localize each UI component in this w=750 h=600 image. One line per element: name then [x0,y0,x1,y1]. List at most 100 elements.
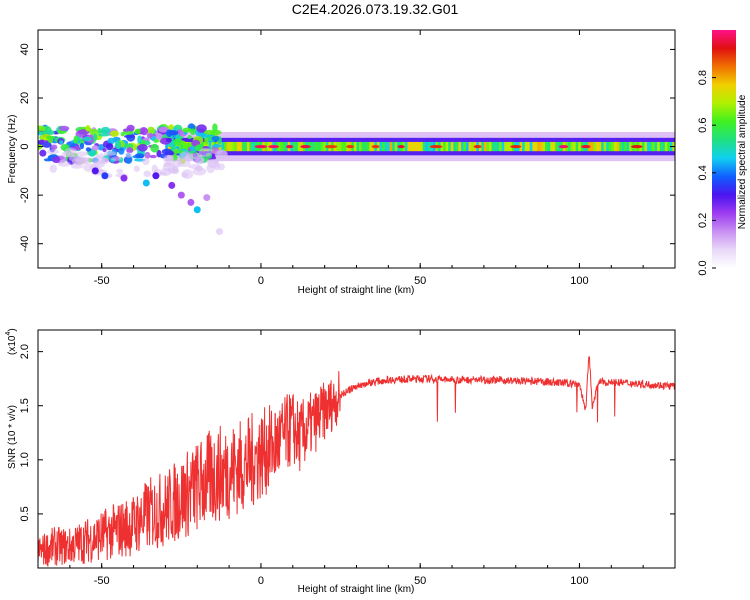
tone-band-segment [532,141,536,152]
tone-band-segment [501,141,505,152]
tone-band-segment [534,141,538,152]
noise-halo [116,168,124,174]
noise-halo [76,151,89,157]
noise-blob [161,148,173,155]
tone-band-segment [659,141,663,152]
tone-band-segment [596,141,600,152]
tone-band-segment [547,141,551,152]
tone-band-segment [483,141,487,152]
noise-blob [92,133,98,142]
noise-blob [165,137,172,143]
tone-band-segment [608,141,612,152]
snr-plot-area [38,330,675,568]
colorbar-tick-label: 0.4 [697,165,709,180]
noise-blob [85,147,92,152]
tone-band-segment [417,141,421,152]
tone-band-segment [657,141,661,152]
tone-band-segment [491,141,495,152]
noise-blob [196,124,207,133]
trail-blob [177,191,185,199]
snr-y-tick-label: 1.0 [19,452,31,467]
colorbar: 0.0 0.2 0.4 0.6 0.8 Normalized spectral ampl… [697,30,748,276]
snr-y-tick-label: 1.5 [19,398,31,413]
snr-x-axis-label: Height of straight line (km) [298,584,415,595]
spectrogram-y-tick-label: 20 [19,92,31,104]
tone-band-segment [178,141,182,152]
tone-band-segment [338,141,342,152]
tone-band-segment [486,141,490,152]
tone-band-segment [598,141,602,152]
tone-band-segment [649,141,653,152]
tone-band-segment [458,141,462,152]
tone-band-segment [529,141,533,152]
colorbar-tick-label: 0.6 [697,118,709,133]
spectrogram-ticks: -50 0 50 100 40 20 0 -20 -40 [19,30,676,287]
noise-blob [39,149,47,157]
tone-band-segment [381,141,386,152]
noise-blob [153,139,159,143]
noise-halo [133,165,140,172]
noise-blob [122,128,130,132]
tone-band-segment [578,141,582,152]
tone-band-segment [664,141,668,152]
spectrogram-y-tick-label: -20 [19,187,31,203]
noise-blob [98,133,110,137]
snr-x-tick-label: -50 [94,575,110,587]
spectrogram-y-tick-label: 40 [19,43,31,55]
tone-band-segment [280,141,284,152]
tone-band-segment [336,141,340,152]
noise-blob [147,126,155,135]
spectrogram-x-tick-label: -50 [94,275,110,287]
tone-band-segment [221,141,225,152]
tone-band-segment [369,141,373,152]
tone-hotspot [630,144,643,149]
noise-blob [114,140,121,150]
trail-blob [193,206,201,214]
tone-band-segment [575,141,579,152]
trail-blob [203,194,211,202]
noise-blob [85,124,91,132]
tone-band-segment [366,141,370,152]
noise-blob [88,128,99,136]
tone-band-segment [550,141,554,152]
noise-halo [96,153,105,158]
noise-halo [188,164,202,170]
noise-blob [46,135,56,140]
tone-band-segment [422,141,426,152]
tone-band-segment [231,141,235,152]
noise-blob [137,144,148,152]
tone-band-segment [297,141,301,152]
tone-band-segment [567,141,572,152]
noise-blob [172,138,184,146]
noise-halo [213,161,221,171]
noise-blob [187,135,192,139]
tone-band-segment [234,141,238,152]
tone-band-segment [412,141,416,152]
noise-halo [49,164,57,173]
tone-band-segment [527,141,531,152]
trail-blob [120,174,128,182]
noise-blob [212,144,222,148]
noise-halo [125,152,133,158]
tone-band-segment [593,141,597,152]
tone-band-segment [629,141,633,152]
tone-band-segment [353,141,357,152]
tone-band-segment [420,141,424,152]
tone-band-segment [570,141,574,152]
snr-y-multiplier: (x104) [5,328,18,355]
snr-y-axis-label: SNR (10 * v/v) [7,405,18,469]
noise-halo [192,167,207,176]
tone-band-segment [226,141,230,152]
tone-band-segment [165,141,169,152]
noise-blob [150,143,159,153]
colorbar-tick-label: 0.2 [697,213,709,228]
tone-band-segment [244,141,248,152]
noise-halo [103,150,117,156]
noise-blob [73,135,79,144]
tone-band-segment [448,141,452,152]
trail-blob [187,198,195,206]
tone-band-segment [524,141,528,152]
noise-halo [57,161,71,167]
noise-halo [181,169,194,180]
noise-halo [47,149,59,155]
